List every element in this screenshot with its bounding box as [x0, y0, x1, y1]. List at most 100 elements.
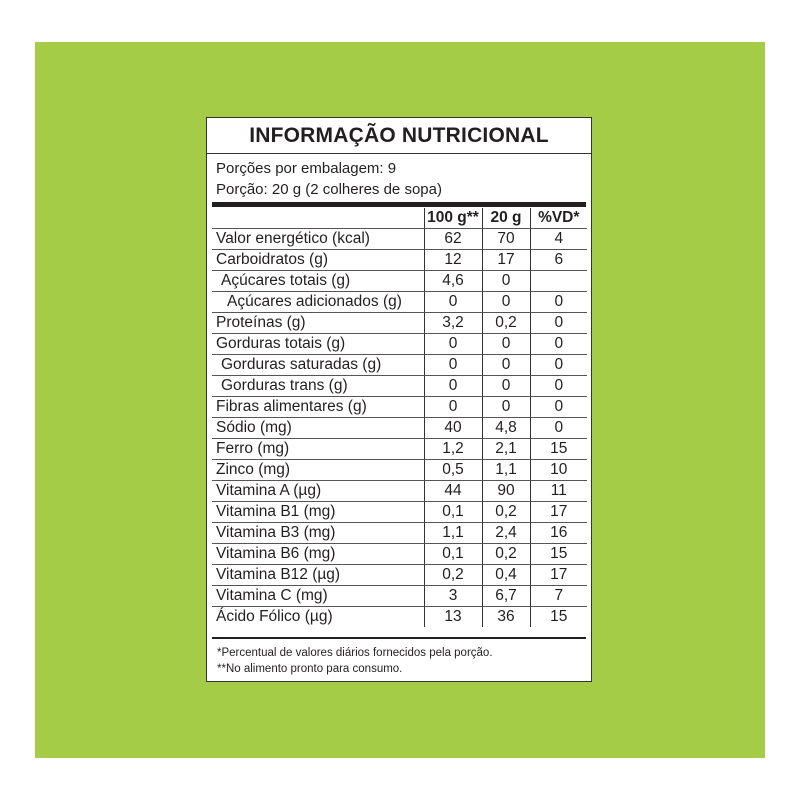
nutrient-name: Vitamina B12 (µg) — [212, 564, 424, 586]
value-20g: 6,7 — [481, 585, 530, 607]
header-nutrient — [212, 208, 424, 229]
table-row: Gorduras saturadas (g) 0 0 0 — [212, 354, 587, 376]
value-100g: 3,2 — [423, 312, 482, 334]
table-row: Carboidratos (g) 12 17 6 — [212, 249, 587, 271]
divider-thick — [212, 202, 586, 207]
value-20g: 2,4 — [481, 522, 530, 544]
value-20g: 17 — [481, 249, 530, 271]
table-row: Proteínas (g) 3,2 0,2 0 — [212, 312, 587, 334]
value-20g: 0,2 — [481, 312, 530, 334]
nutrient-name: Açúcares adicionados (g) — [212, 291, 424, 313]
servings-per-package: Porções por embalagem: 9 — [216, 160, 397, 177]
value-100g: 0 — [423, 375, 482, 397]
value-100g: 0 — [423, 354, 482, 376]
nutrient-name: Sódio (mg) — [212, 417, 424, 439]
value-20g: 0 — [481, 291, 530, 313]
table-row: Vitamina A (µg) 44 90 11 — [212, 480, 587, 502]
value-vd: 0 — [529, 354, 587, 376]
table-row: Gorduras trans (g) 0 0 0 — [212, 375, 587, 397]
nutrient-name: Proteínas (g) — [212, 312, 424, 334]
value-20g: 0,4 — [481, 564, 530, 586]
nutrient-name: Zinco (mg) — [212, 459, 424, 481]
value-100g: 0,2 — [423, 564, 482, 586]
table-row: Açúcares totais (g) 4,6 0 — [212, 270, 587, 292]
value-vd — [529, 270, 587, 292]
value-100g: 12 — [423, 249, 482, 271]
table-row: Gorduras totais (g) 0 0 0 — [212, 333, 587, 355]
table-row: Valor energético (kcal) 62 70 4 — [212, 228, 587, 250]
table-row: Vitamina B1 (mg) 0,1 0,2 17 — [212, 501, 587, 523]
divider-bottom — [212, 637, 586, 639]
value-vd: 17 — [529, 501, 587, 523]
value-vd: 0 — [529, 333, 587, 355]
header-100g: 100 g** — [423, 208, 482, 229]
value-20g: 0,2 — [481, 543, 530, 565]
nutrient-name: Gorduras saturadas (g) — [212, 354, 424, 376]
table-row: Fibras alimentares (g) 0 0 0 — [212, 396, 587, 418]
value-20g: 0 — [481, 333, 530, 355]
value-vd: 11 — [529, 480, 587, 502]
nutrient-name: Carboidratos (g) — [212, 249, 424, 271]
value-100g: 62 — [423, 228, 482, 250]
footnote-vd: *Percentual de valores diários fornecido… — [217, 647, 493, 659]
value-20g: 0 — [481, 375, 530, 397]
value-100g: 0,5 — [423, 459, 482, 481]
value-100g: 13 — [423, 606, 482, 627]
table-row: Vitamina B12 (µg) 0,2 0,4 17 — [212, 564, 587, 586]
header-20g: 20 g — [481, 208, 530, 229]
table-row: Vitamina B6 (mg) 0,1 0,2 15 — [212, 543, 587, 565]
label-title: INFORMAÇÃO NUTRICIONAL — [207, 118, 591, 154]
value-20g: 70 — [481, 228, 530, 250]
table-row: Açúcares adicionados (g) 0 0 0 — [212, 291, 587, 313]
nutrient-name: Ferro (mg) — [212, 438, 424, 460]
nutrient-name: Vitamina B3 (mg) — [212, 522, 424, 544]
value-20g: 0 — [481, 354, 530, 376]
value-20g: 0 — [481, 396, 530, 418]
table-row: Sódio (mg) 40 4,8 0 — [212, 417, 587, 439]
value-20g: 36 — [481, 606, 530, 627]
value-vd: 15 — [529, 438, 587, 460]
value-100g: 1,1 — [423, 522, 482, 544]
nutrient-name: Fibras alimentares (g) — [212, 396, 424, 418]
value-20g: 2,1 — [481, 438, 530, 460]
value-100g: 1,2 — [423, 438, 482, 460]
value-20g: 1,1 — [481, 459, 530, 481]
value-20g: 0 — [481, 270, 530, 292]
nutrient-name: Gorduras totais (g) — [212, 333, 424, 355]
nutrient-name: Valor energético (kcal) — [212, 228, 424, 250]
value-vd: 0 — [529, 291, 587, 313]
value-100g: 0,1 — [423, 543, 482, 565]
nutrient-name: Ácido Fólico (µg) — [216, 608, 333, 625]
table-header: 100 g** 20 g %VD* — [212, 208, 587, 229]
nutrient-name: Vitamina A (µg) — [212, 480, 424, 502]
value-100g: 0 — [423, 333, 482, 355]
table-row: Ferro (mg) 1,2 2,1 15 — [212, 438, 587, 460]
value-20g: 90 — [481, 480, 530, 502]
value-100g: 4,6 — [423, 270, 482, 292]
nutrition-table: 100 g** 20 g %VD* Valor energético (kcal… — [212, 208, 587, 627]
value-vd: 7 — [529, 585, 587, 607]
header-vd: %VD* — [529, 208, 587, 229]
value-vd: 15 — [529, 606, 587, 627]
value-vd: 6 — [529, 249, 587, 271]
value-vd: 17 — [529, 564, 587, 586]
serving-size: Porção: 20 g (2 colheres de sopa) — [216, 181, 442, 198]
value-20g: 0,2 — [481, 501, 530, 523]
table-row: Ácido Fólico (µg) 13 36 15 — [212, 606, 587, 627]
value-vd: 15 — [529, 543, 587, 565]
value-100g: 44 — [423, 480, 482, 502]
nutrition-label: INFORMAÇÃO NUTRICIONAL Porções por embal… — [206, 117, 592, 682]
table-row: Vitamina B3 (mg) 1,1 2,4 16 — [212, 522, 587, 544]
value-vd: 0 — [529, 417, 587, 439]
footnote-100g: **No alimento pronto para consumo. — [217, 663, 403, 675]
value-100g: 3 — [423, 585, 482, 607]
table-row: Vitamina C (mg) 3 6,7 7 — [212, 585, 587, 607]
nutrient-name: Vitamina C (mg) — [212, 585, 424, 607]
table-row: Zinco (mg) 0,5 1,1 10 — [212, 459, 587, 481]
value-100g: 40 — [423, 417, 482, 439]
value-vd: 0 — [529, 312, 587, 334]
nutrient-name: Gorduras trans (g) — [212, 375, 424, 397]
nutrient-name: Açúcares totais (g) — [212, 270, 424, 292]
value-vd: 10 — [529, 459, 587, 481]
value-vd: 0 — [529, 396, 587, 418]
